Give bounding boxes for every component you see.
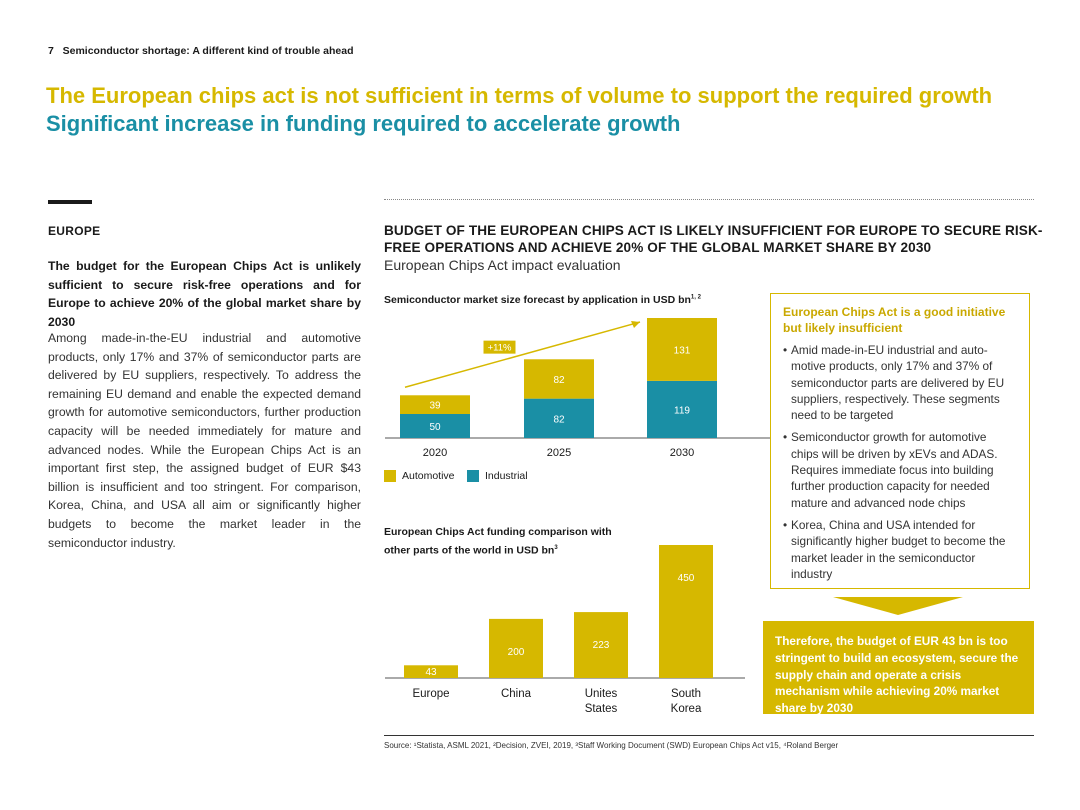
chart2-bar — [489, 618, 543, 678]
chart2-title-text: European Chips Act funding comparison wi… — [384, 526, 612, 557]
chart1-title: Semiconductor market size forecast by ap… — [384, 294, 701, 306]
chart1-bar-industrial — [400, 414, 470, 438]
page-title: The European chips act is not sufficient… — [46, 83, 993, 108]
chart2-title: European Chips Act funding comparison wi… — [384, 524, 624, 559]
legend-automotive: Automotive — [384, 470, 455, 482]
callout-list: Amid made-in-EU industrial and auto-moti… — [783, 342, 1017, 582]
chart1-title-text: Semiconductor market size forecast by ap… — [384, 294, 691, 306]
callout-box: European Chips Act is a good initiative … — [770, 293, 1030, 589]
chart1-data-label: 50 — [429, 422, 441, 433]
region-label: EUROPE — [48, 224, 101, 238]
growth-arrow-line — [404, 321, 641, 389]
source-note: Source: ¹Statista, ASML 2021, ²Decision,… — [384, 741, 839, 750]
chart1-data-label: 82 — [553, 375, 565, 386]
chart2-data-label: 450 — [678, 573, 695, 584]
growth-badge — [483, 340, 516, 354]
lead-paragraph: The budget for the European Chips Act is… — [48, 259, 361, 329]
chart2-bar — [404, 665, 458, 678]
legend-label-automotive: Automotive — [402, 470, 455, 482]
chart2-tick-label: China — [501, 688, 532, 700]
chart1-tick-label: 2030 — [670, 447, 694, 459]
chart1-data-label: 82 — [553, 414, 565, 425]
chart2-tick-label: South — [671, 688, 701, 700]
down-arrow-icon — [833, 597, 963, 615]
running-title: Semiconductor shortage: A different kind… — [62, 45, 354, 57]
legend-swatch-industrial — [467, 470, 479, 482]
section-rule — [48, 200, 92, 204]
page-subtitle: Significant increase in funding required… — [46, 111, 681, 136]
chart2-data-label: 200 — [508, 647, 525, 658]
chart1-bar-industrial — [647, 380, 717, 438]
conclusion-box: Therefore, the budget of EUR 43 bn is to… — [763, 621, 1034, 715]
chart1-bar-automotive — [647, 318, 717, 381]
body-paragraph: Among made-in-the-EU industrial and auto… — [48, 331, 361, 550]
chart1-bar-industrial — [524, 398, 594, 438]
page-header: 7 Semiconductor shortage: A different ki… — [48, 45, 354, 57]
chart2-tick-label: States — [585, 703, 618, 715]
dotted-divider — [384, 199, 1034, 200]
source-divider — [384, 735, 1034, 736]
chart1-title-sup: 1, 2 — [690, 294, 701, 301]
chart2-data-label: 223 — [593, 640, 610, 651]
page-number: 7 — [48, 45, 54, 57]
legend-industrial: Industrial — [467, 470, 528, 482]
chart1-data-label: 119 — [674, 405, 690, 416]
callout-title: European Chips Act is a good initiative … — [783, 305, 1006, 335]
legend-label-industrial: Industrial — [485, 470, 528, 482]
chart2-tick-label: Unites — [585, 688, 618, 700]
growth-badge-label: +11% — [488, 343, 512, 354]
legend-swatch-automotive — [384, 470, 396, 482]
callout-bullet: Amid made-in-EU industrial and auto-moti… — [783, 342, 1017, 423]
figure-subheading: European Chips Act impact evaluation — [384, 257, 621, 273]
chart1-data-label: 131 — [674, 345, 691, 356]
chart2-bar — [659, 545, 713, 678]
callout-bullet: Korea, China and USA intended for signif… — [783, 517, 1017, 582]
growth-arrow-head — [631, 321, 640, 328]
chart1-data-label: 39 — [429, 401, 441, 412]
callout-bullet: Semiconductor growth for automotive chip… — [783, 429, 1017, 510]
chart1-bar-automotive — [400, 395, 470, 414]
figure-heading: BUDGET OF THE EUROPEAN CHIPS ACT IS LIKE… — [384, 223, 1043, 255]
chart1-bar-automotive — [524, 359, 594, 399]
chart1-tick-label: 2020 — [423, 447, 447, 459]
chart1-tick-label: 2025 — [547, 447, 571, 459]
chart2-data-label: 43 — [425, 667, 437, 678]
chart2-tick-label: Korea — [671, 703, 702, 715]
chart2-tick-label: Europe — [412, 688, 449, 700]
chart2-bar — [574, 612, 628, 678]
chart2-title-sup: 3 — [554, 545, 558, 551]
